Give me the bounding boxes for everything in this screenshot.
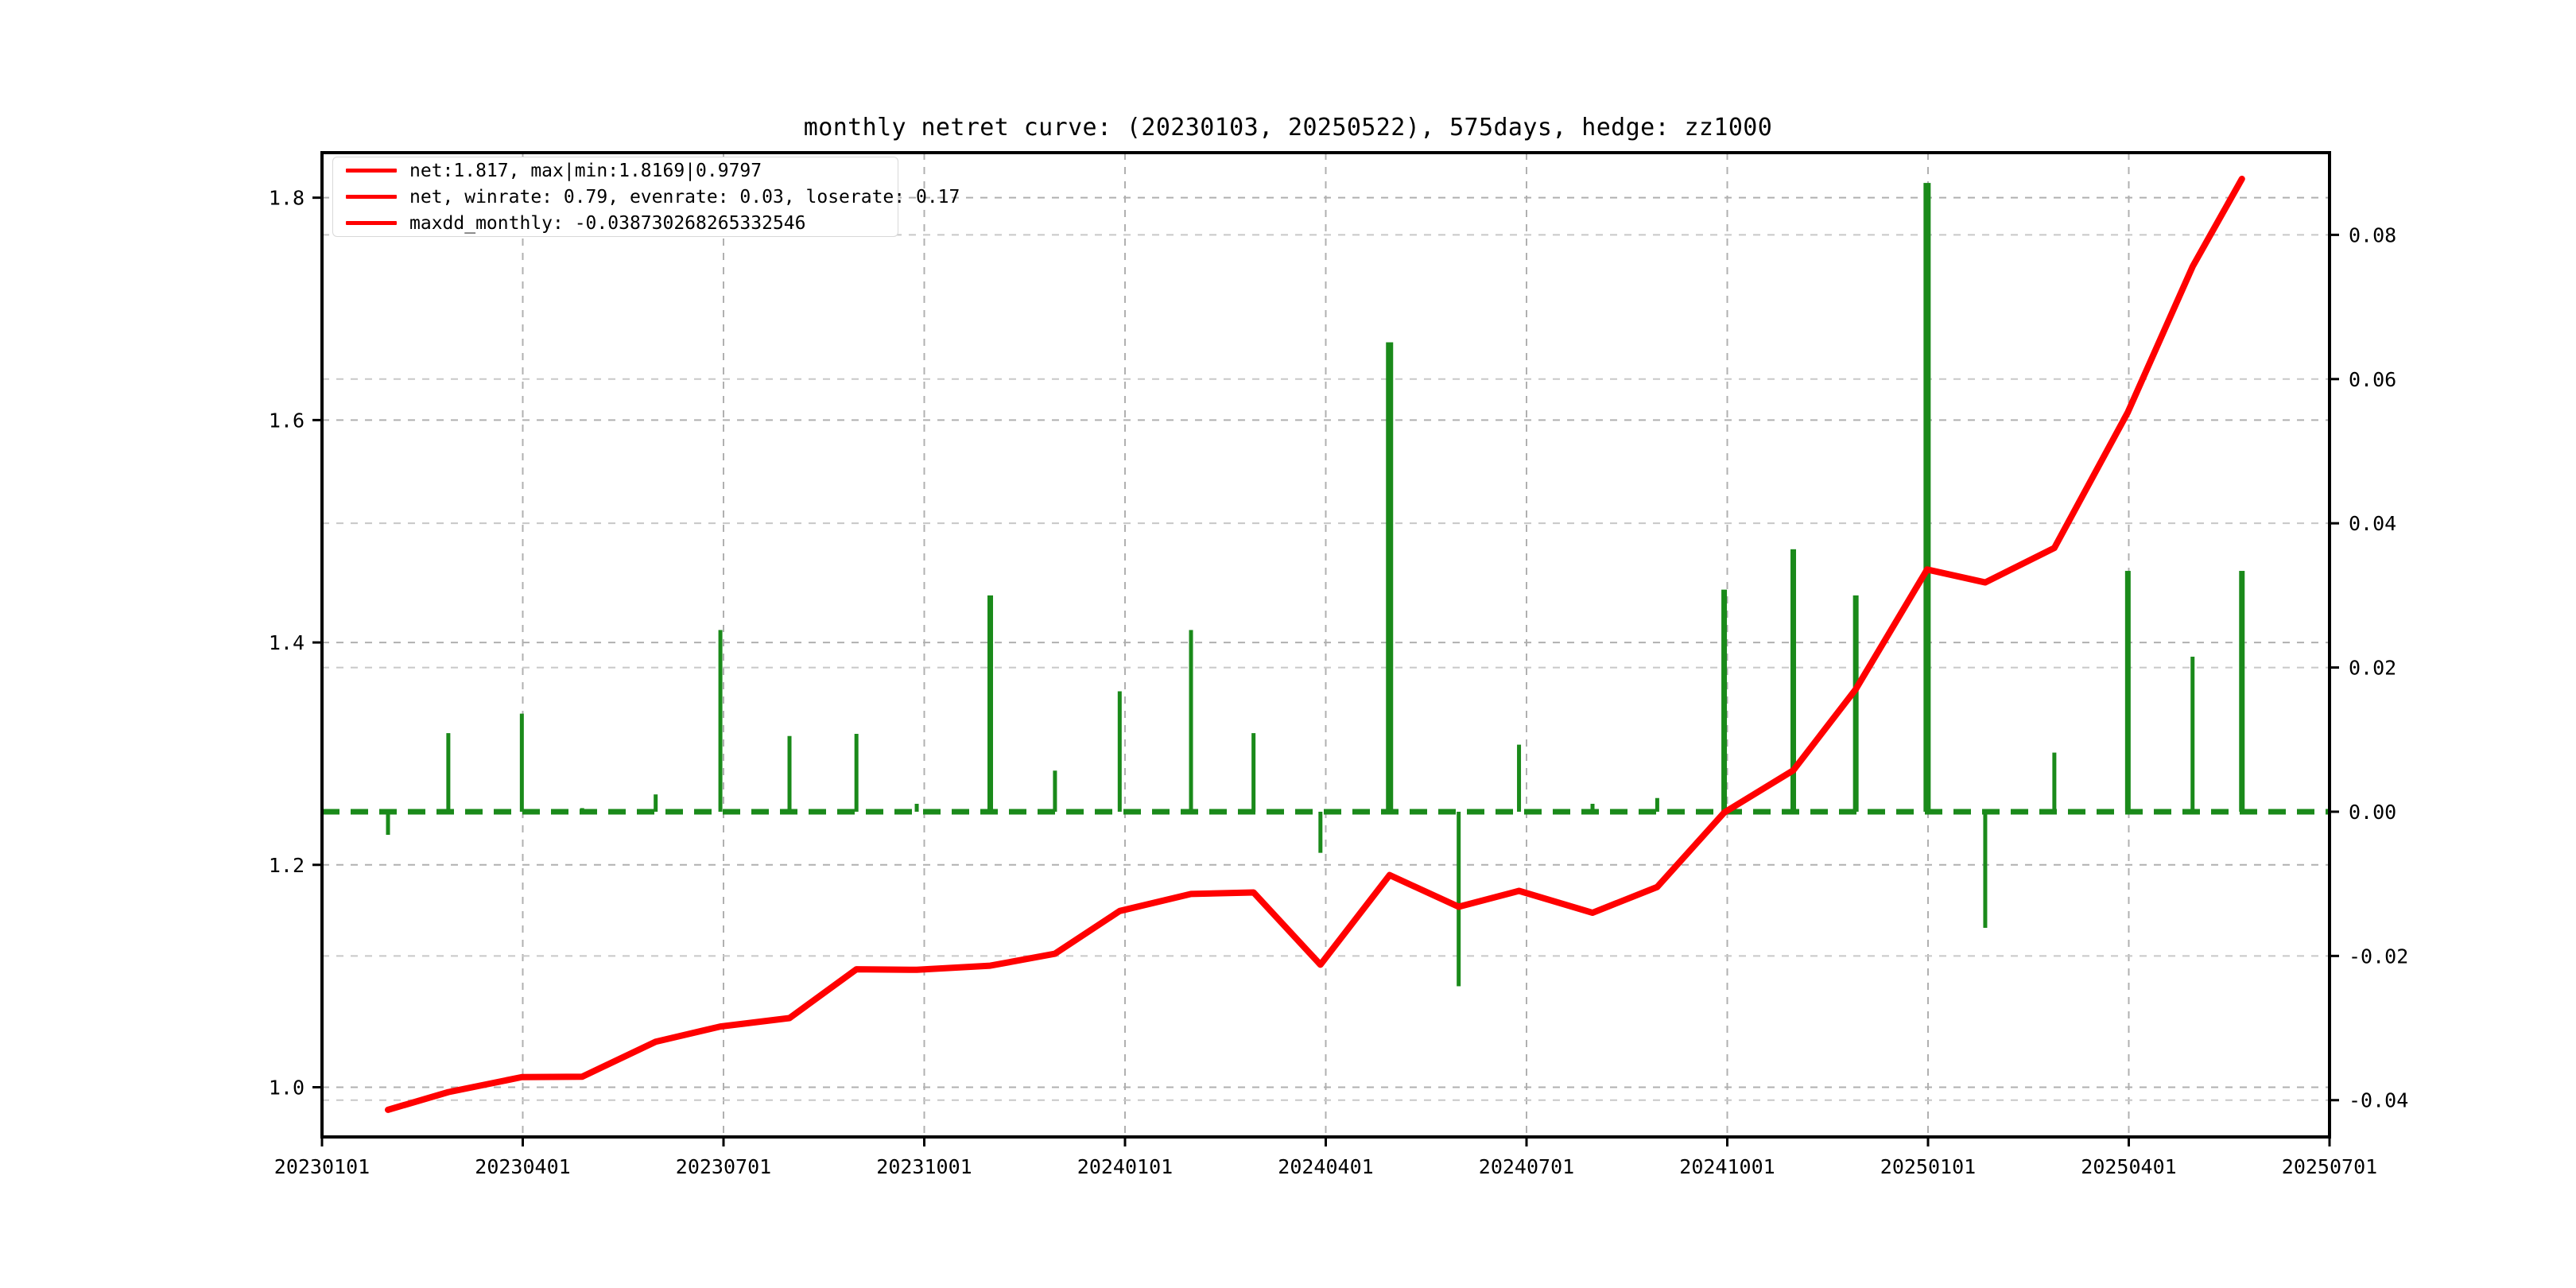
legend-label-net-rates: net, winrate: 0.79, evenrate: 0.03, lose…	[409, 186, 960, 208]
bar-monthly-netret	[1852, 595, 1859, 812]
tick-labels: 1.0 1.2 1.4 1.6 1.8 -0.04 -0.02 0.00 0.02 0.04 0.0…	[269, 187, 2408, 1178]
x-axis-tick-label: 20240701	[1479, 1155, 1574, 1178]
bar-monthly-netret	[914, 803, 919, 812]
bar-monthly-netret	[1983, 811, 1988, 928]
net-curve-path	[385, 176, 2245, 1113]
x-axis-tick-label: 20241001	[1679, 1155, 1775, 1178]
y-axis-right-tick-label: -0.04	[2349, 1089, 2408, 1112]
bar-monthly-netret	[1721, 589, 1728, 812]
bar-monthly-netret	[1457, 811, 1461, 987]
x-axis-tick-label: 20250401	[2081, 1155, 2176, 1178]
bar-monthly-netret	[1251, 733, 1256, 812]
y-axis-right-tick-label: 0.08	[2349, 223, 2396, 246]
x-axis-tick-label: 20230701	[676, 1155, 771, 1178]
grid-lines	[322, 153, 2330, 1137]
x-axis-tick-label: 20230101	[274, 1155, 370, 1178]
bar-monthly-netret	[787, 735, 792, 812]
bar-monthly-netret	[519, 713, 524, 812]
y-axis-left-tick-label: 1.6	[269, 409, 305, 432]
legend-label-net-summary: net:1.817, max|min:1.8169|0.9797	[409, 160, 762, 181]
legend-label-maxdd: maxdd_monthly: -0.038730268265332546	[409, 212, 806, 234]
bar-monthly-netret	[1117, 691, 1122, 812]
bar-monthly-netret	[1189, 630, 1193, 812]
x-axis-tick-label: 20250101	[1880, 1155, 1976, 1178]
bar-monthly-netret	[1517, 744, 1522, 812]
legend-item-net-rates: net, winrate: 0.79, evenrate: 0.03, lose…	[333, 184, 960, 210]
y-axis-left-tick-label: 1.0	[269, 1076, 305, 1099]
bar-monthly-netret	[854, 734, 859, 812]
y-axis-left-tick-label: 1.4	[269, 631, 305, 654]
bar-monthly-netret	[987, 595, 994, 812]
y-axis-right-tick-label: 0.02	[2349, 657, 2396, 680]
bar-monthly-netret	[2190, 656, 2195, 812]
x-axis-tick-label: 20240101	[1077, 1155, 1173, 1178]
legend-color-swatch-rates	[346, 195, 397, 199]
y-axis-right-tick-label: 0.00	[2349, 801, 2396, 824]
y-axis-right-tick-label: 0.04	[2349, 512, 2396, 535]
y-axis-left-tick-label: 1.2	[269, 854, 305, 877]
x-axis-tick-label: 20250701	[2282, 1155, 2377, 1178]
bar-monthly-netret	[446, 733, 451, 812]
legend-color-swatch-maxdd	[346, 221, 397, 225]
bar-monthly-netret	[1386, 342, 1394, 812]
line-series-net	[385, 176, 2245, 1113]
y-axis-left-tick-label: 1.8	[269, 187, 305, 210]
bar-monthly-netret	[386, 811, 390, 835]
chart-title: monthly netret curve: (20230103, 2025052…	[803, 114, 1773, 142]
bar-monthly-netret	[1790, 549, 1797, 812]
bar-monthly-netret	[1655, 797, 1659, 812]
bar-monthly-netret	[1923, 183, 1931, 812]
bar-monthly-netret	[2124, 571, 2131, 812]
bar-monthly-netret	[2052, 752, 2057, 812]
legend: net:1.817, max|min:1.8169|0.9797 net, wi…	[332, 157, 960, 237]
legend-item-net-summary: net:1.817, max|min:1.8169|0.9797	[333, 157, 898, 184]
legend-item-maxdd: maxdd_monthly: -0.038730268265332546	[333, 210, 898, 236]
bar-monthly-netret	[1053, 770, 1057, 812]
bar-monthly-netret	[1590, 803, 1595, 812]
bar-monthly-netret	[718, 630, 723, 812]
y-axis-right-tick-label: 0.06	[2349, 368, 2396, 391]
bar-series-monthly-netret	[322, 183, 2330, 987]
legend-color-swatch-net	[346, 169, 397, 173]
bar-monthly-netret	[654, 794, 658, 812]
bar-monthly-netret	[1318, 811, 1323, 853]
bar-monthly-netret	[2239, 571, 2245, 812]
x-axis-tick-label: 20230401	[475, 1155, 570, 1178]
axes	[312, 151, 2339, 1146]
y-axis-right-tick-label: -0.02	[2349, 945, 2408, 968]
x-axis-tick-label: 20240401	[1278, 1155, 1373, 1178]
x-axis-tick-label: 20231001	[876, 1155, 972, 1178]
